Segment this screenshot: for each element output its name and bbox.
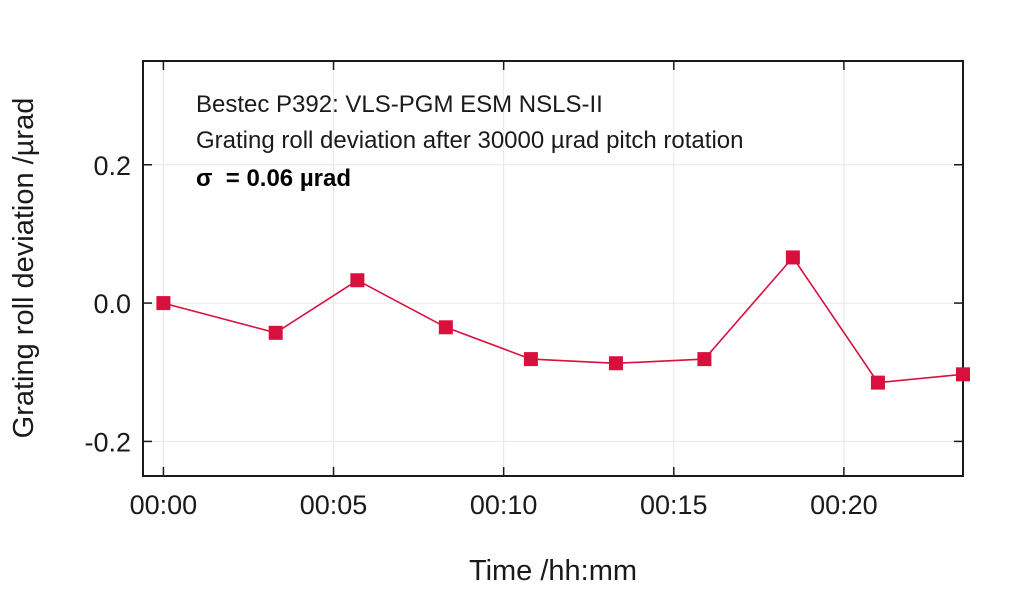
data-point-marker <box>870 375 885 390</box>
data-point-marker <box>956 367 970 382</box>
data-point-marker <box>697 352 712 367</box>
data-point-marker <box>156 296 171 311</box>
y-tick-label: 0.0 <box>93 289 131 319</box>
x-tick-label: 00:05 <box>300 490 368 520</box>
annotation: Bestec P392: VLS-PGM ESM NSLS-II Grating… <box>196 91 743 192</box>
y-tick-label: -0.2 <box>84 427 131 457</box>
annotation-line-1: Bestec P392: VLS-PGM ESM NSLS-II <box>196 91 603 118</box>
series-line <box>163 256 964 384</box>
data-point-marker <box>438 320 453 335</box>
y-tick-label: 0.2 <box>93 151 131 181</box>
annotation-line-2: Grating roll deviation after 30000 µrad … <box>196 127 743 154</box>
data-point-marker <box>608 356 623 371</box>
x-tick-label: 00:10 <box>470 490 538 520</box>
x-tick-label: 00:15 <box>640 490 708 520</box>
x-tick-labels: 00:00 00:05 00:10 00:15 00:20 <box>130 490 878 520</box>
annotation-line-3: σ = 0.06 µrad <box>196 165 351 192</box>
x-tick-label: 00:20 <box>810 490 878 520</box>
x-axis-title: Time /hh:mm <box>469 555 637 587</box>
data-point-marker <box>785 250 800 265</box>
x-tick-label: 00:00 <box>130 490 198 520</box>
ticks <box>143 61 963 476</box>
data-point-marker <box>350 273 365 288</box>
y-axis-title: Grating roll deviation /µrad <box>8 98 40 439</box>
data-point-marker <box>268 325 283 340</box>
data-point-marker <box>523 352 538 367</box>
series <box>156 250 970 390</box>
y-tick-labels: -0.2 0.0 0.2 <box>84 151 131 458</box>
grid <box>143 61 963 476</box>
plot-frame <box>142 60 964 477</box>
